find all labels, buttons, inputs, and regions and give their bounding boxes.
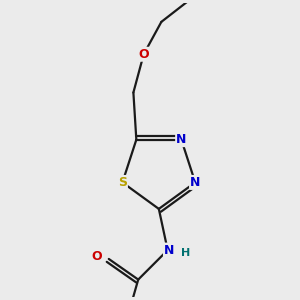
Text: S: S — [118, 176, 127, 189]
Text: O: O — [92, 250, 102, 262]
Text: N: N — [164, 244, 174, 256]
Text: N: N — [176, 133, 187, 146]
Text: H: H — [181, 248, 190, 258]
Text: O: O — [138, 48, 149, 61]
Text: N: N — [190, 176, 200, 189]
